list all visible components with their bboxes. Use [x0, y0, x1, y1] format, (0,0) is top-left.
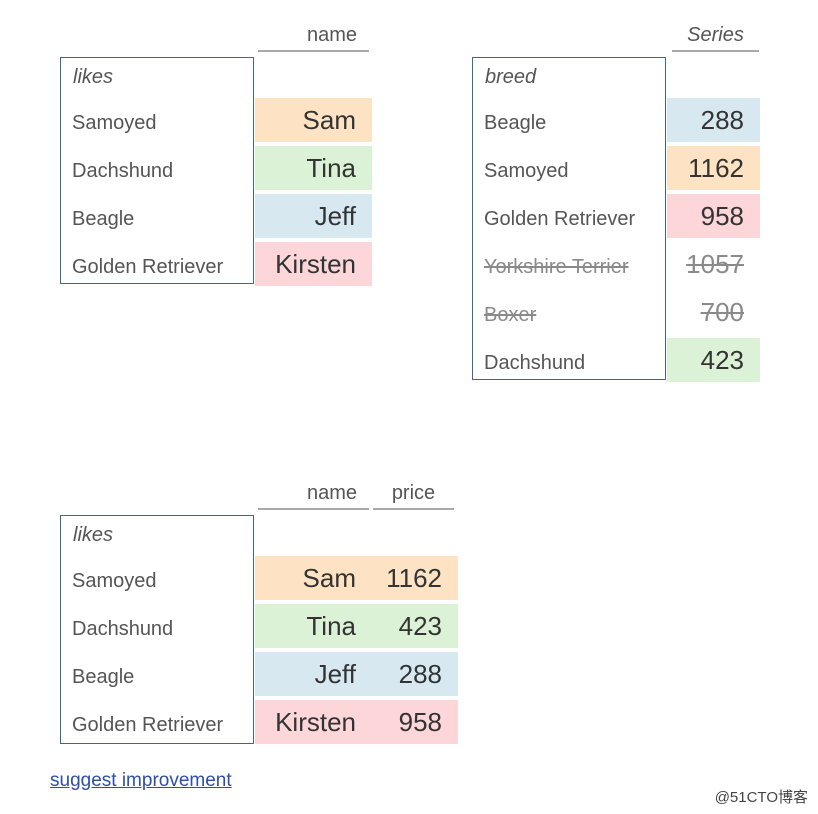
- value-cell: 1162: [667, 146, 760, 190]
- value-cell: 423: [667, 338, 760, 382]
- price-cell: 423: [372, 604, 458, 648]
- index-label: Samoyed: [72, 570, 157, 592]
- index-label: Samoyed: [484, 160, 569, 182]
- name-cell: Tina: [255, 146, 372, 190]
- name-cell: Jeff: [255, 194, 372, 238]
- index-label: Beagle: [484, 112, 547, 134]
- price-cell: 1162: [372, 556, 458, 600]
- index-label-dropped: Boxer: [484, 304, 537, 326]
- index-label: Golden Retriever: [72, 714, 224, 736]
- suggest-improvement-link[interactable]: suggest improvement: [50, 770, 232, 791]
- index-label: Dachshund: [484, 352, 586, 374]
- index-label: Dachshund: [72, 618, 174, 640]
- name-cell: Tina: [255, 604, 372, 648]
- name-cell: Sam: [255, 98, 372, 142]
- price-cell: 958: [372, 700, 458, 744]
- value-cell: 288: [667, 98, 760, 142]
- index-label-dropped: Yorkshire Terrier: [484, 256, 629, 278]
- index-name: breed: [485, 66, 537, 88]
- name-cell: Kirsten: [255, 700, 372, 744]
- index-box: breed Beagle Samoyed Golden Retriever Yo…: [472, 57, 666, 380]
- name-cell: Jeff: [255, 652, 372, 696]
- name-cell: Sam: [255, 556, 372, 600]
- index-label: Golden Retriever: [484, 208, 636, 230]
- name-cell: Kirsten: [255, 242, 372, 286]
- index-label: Golden Retriever: [72, 256, 224, 278]
- value-cell-dropped: 1057: [686, 249, 744, 279]
- column-header-name: name: [258, 476, 369, 510]
- column-header-name: name: [258, 18, 369, 52]
- value-cell-dropped: 700: [700, 297, 744, 327]
- index-label: Dachshund: [72, 160, 174, 182]
- index-label: Samoyed: [72, 112, 157, 134]
- index-name: likes: [73, 524, 114, 546]
- watermark: @51CTO博客: [714, 789, 808, 806]
- index-label: Beagle: [72, 666, 135, 688]
- index-name: likes: [73, 66, 114, 88]
- index-box: likes Samoyed Dachshund Beagle Golden Re…: [60, 515, 254, 744]
- column-header-price: price: [373, 476, 454, 510]
- index-box: likes Samoyed Dachshund Beagle Golden Re…: [60, 57, 254, 284]
- index-label: Beagle: [72, 208, 135, 230]
- column-header-series: Series: [672, 18, 759, 52]
- value-cell: 958: [667, 194, 760, 238]
- price-cell: 288: [372, 652, 458, 696]
